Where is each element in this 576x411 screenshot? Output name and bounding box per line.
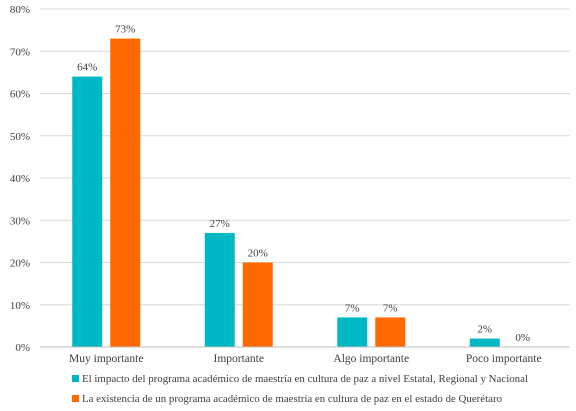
y-tick-label: 60%: [10, 89, 30, 101]
category-label: Algo importante: [333, 353, 409, 365]
data-labels: 64% 73% 27% 20% 7% 7% 2% 0%: [77, 24, 530, 344]
bar: [72, 76, 103, 347]
y-axis-tick-labels: 0% 10% 20% 30% 40% 50% 60% 70% 80%: [10, 4, 30, 354]
y-tick-label: 50%: [10, 131, 30, 143]
legend-swatch: [72, 395, 79, 402]
bar: [110, 38, 141, 347]
data-label: 7%: [345, 302, 360, 314]
data-label: 7%: [383, 302, 398, 314]
y-tick-label: 30%: [10, 215, 30, 227]
y-tick-label: 80%: [10, 4, 30, 16]
data-label: 2%: [477, 324, 492, 336]
legend: El impacto del programa académico de mae…: [72, 373, 528, 405]
bar: [242, 262, 273, 347]
category-labels: Muy importante Importante Algo importante P…: [69, 353, 542, 365]
category-label: Poco importante: [466, 353, 542, 365]
bar: [337, 317, 368, 347]
bar: [204, 232, 235, 347]
legend-swatch: [72, 375, 79, 382]
data-label: 0%: [515, 332, 530, 344]
category-label: Muy importante: [69, 353, 143, 365]
y-tick-label: 40%: [10, 173, 30, 185]
category-label: Importante: [214, 353, 264, 365]
data-label: 20%: [248, 248, 268, 260]
y-tick-label: 0%: [15, 342, 30, 354]
bars: [72, 38, 500, 347]
data-label: 73%: [115, 24, 135, 36]
legend-label: La existencia de un programa académico d…: [82, 393, 502, 405]
y-tick-label: 70%: [10, 46, 30, 58]
bar: [375, 317, 406, 347]
y-tick-label: 20%: [10, 258, 30, 270]
y-tick-label: 10%: [10, 300, 30, 312]
bar: [469, 338, 500, 347]
data-label: 27%: [210, 218, 230, 230]
legend-label: El impacto del programa académico de mae…: [82, 373, 528, 385]
data-label: 64%: [77, 62, 97, 74]
